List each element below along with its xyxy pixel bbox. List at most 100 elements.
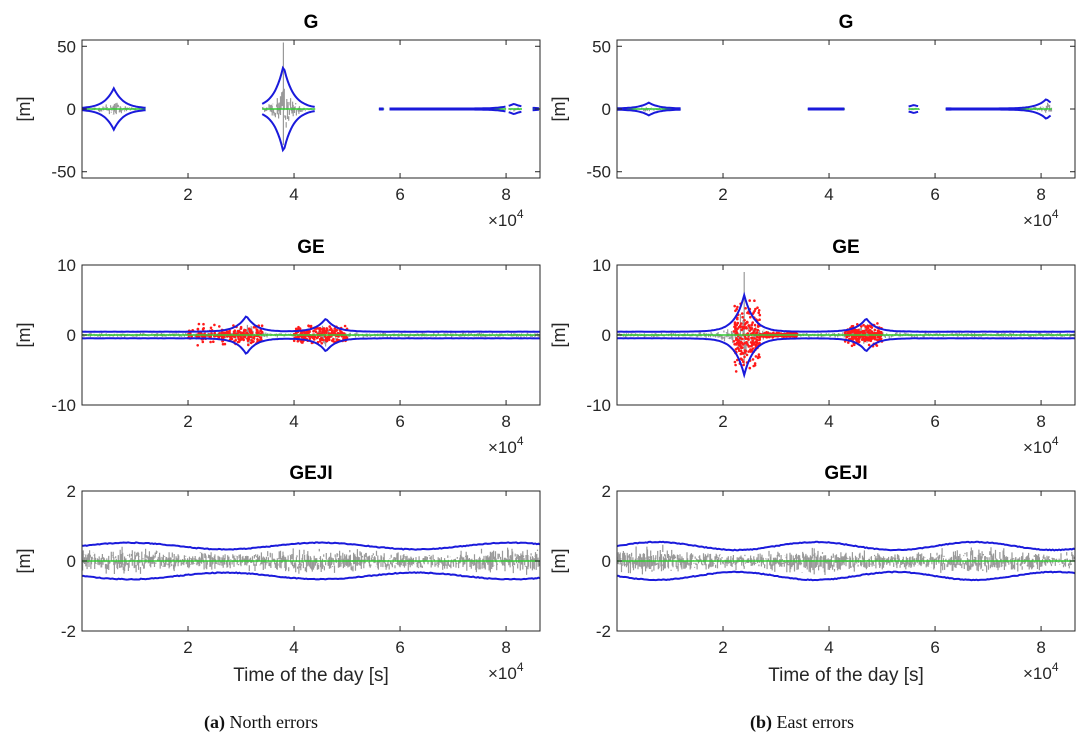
outlier-point	[746, 332, 750, 335]
x-multiplier: ×104	[1023, 434, 1059, 457]
outlier-point	[757, 353, 761, 356]
outlier-point	[743, 323, 747, 326]
outlier-point	[236, 335, 240, 338]
caption-b: (b) East errors	[750, 712, 854, 733]
outlier-point	[843, 331, 847, 335]
outlier-point	[751, 343, 755, 346]
outlier-point	[875, 344, 879, 347]
outlier-point	[212, 340, 215, 344]
x-tick-label: 4	[824, 412, 833, 431]
y-tick-label: -2	[61, 622, 76, 641]
outlier-point	[320, 342, 324, 345]
y-tick-label: -10	[51, 396, 76, 415]
outlier-point	[747, 350, 750, 353]
outlier-point	[739, 341, 742, 345]
x-tick-label: 8	[501, 638, 510, 657]
outlier-point	[735, 323, 738, 327]
outlier-point	[879, 337, 883, 341]
panel-b-geji-ylabel: [m]	[549, 549, 569, 574]
outlier-point	[749, 344, 753, 348]
outlier-point	[751, 336, 754, 340]
outlier-point	[321, 328, 324, 331]
outlier-point	[756, 325, 760, 328]
outlier-point	[292, 339, 296, 343]
outlier-point	[868, 328, 872, 332]
outlier-point	[308, 337, 312, 341]
panel-b-ge-lower-bound	[617, 337, 1075, 379]
y-tick-label: 0	[602, 552, 611, 571]
outlier-point	[329, 335, 332, 338]
x-multiplier-exponent: 4	[517, 434, 524, 448]
outlier-point	[754, 307, 757, 311]
y-tick-label: 50	[592, 37, 611, 56]
x-tick-label: 6	[930, 638, 939, 657]
x-tick-label: 2	[183, 185, 192, 204]
x-tick-label: 8	[1036, 638, 1045, 657]
outlier-point	[196, 327, 200, 331]
outlier-point	[733, 304, 736, 308]
outlier-point	[736, 317, 739, 321]
outlier-point	[318, 330, 322, 333]
outlier-point	[737, 347, 740, 351]
outlier-point	[866, 326, 870, 330]
outlier-point	[741, 315, 744, 319]
outlier-point	[744, 349, 748, 353]
outlier-point	[861, 329, 865, 333]
x-tick-label: 8	[501, 412, 510, 431]
outlier-point	[854, 337, 857, 340]
outlier-point	[754, 355, 758, 358]
outlier-point	[313, 329, 316, 332]
outlier-point	[855, 329, 858, 333]
panel-a-g-lower-bound	[82, 108, 539, 153]
outlier-point	[202, 322, 205, 326]
outlier-point	[325, 339, 328, 343]
outlier-point	[248, 328, 251, 331]
x-multiplier: ×104	[488, 434, 524, 457]
outlier-point	[201, 340, 205, 344]
panel-a-g-upper-bound	[82, 65, 539, 110]
outlier-point	[252, 337, 256, 340]
outlier-point	[197, 322, 201, 326]
outlier-point	[749, 341, 753, 344]
caption-a: (a) North errors	[204, 712, 318, 733]
outlier-point	[758, 318, 761, 322]
panel-b-geji-title: GEJI	[824, 463, 867, 484]
outlier-point	[218, 332, 221, 335]
outlier-point	[260, 338, 263, 342]
panel-a-g-axes: -50 0 50 2 4 6 8 ×104 G [m]	[14, 12, 541, 230]
y-tick-label: -2	[596, 622, 611, 641]
outlier-point	[735, 337, 738, 340]
x-tick-label: 8	[1036, 412, 1045, 431]
panel-a-geji-lower-bound	[82, 571, 540, 581]
panel-a-g-ylabel: [m]	[14, 97, 34, 122]
outlier-point	[857, 337, 861, 341]
outlier-point	[746, 343, 749, 346]
x-tick-label: 4	[289, 638, 298, 657]
outlier-point	[237, 330, 240, 334]
y-tick-label: 0	[602, 100, 611, 119]
outlier-point	[867, 343, 871, 347]
outlier-point	[757, 355, 760, 359]
x-tick-label: 4	[289, 412, 298, 431]
panel-b-geji-upper-bound	[617, 540, 1075, 552]
outlier-point	[333, 327, 337, 330]
panel-a-g-plot-area	[82, 42, 540, 153]
outlier-point	[739, 345, 743, 348]
outlier-point	[741, 337, 744, 341]
y-tick-label: 0	[67, 326, 76, 345]
outlier-point	[853, 330, 856, 334]
outlier-point	[740, 312, 744, 315]
panel-b-geji-xlabel: Time of the day [s]	[768, 665, 924, 686]
outlier-point	[333, 329, 337, 333]
outlier-point	[734, 363, 737, 367]
outlier-point	[747, 345, 751, 348]
x-tick-label: 2	[183, 412, 192, 431]
outlier-point	[860, 325, 863, 328]
outlier-point	[298, 327, 302, 330]
outlier-point	[257, 331, 260, 334]
panel-b-ge-axes: -10 0 10 2 4 6 8 ×104 GE [m]	[549, 237, 1076, 457]
outlier-point	[743, 355, 746, 359]
outlier-point	[732, 340, 736, 343]
x-tick-label: 8	[1036, 185, 1045, 204]
outlier-point	[747, 338, 750, 341]
